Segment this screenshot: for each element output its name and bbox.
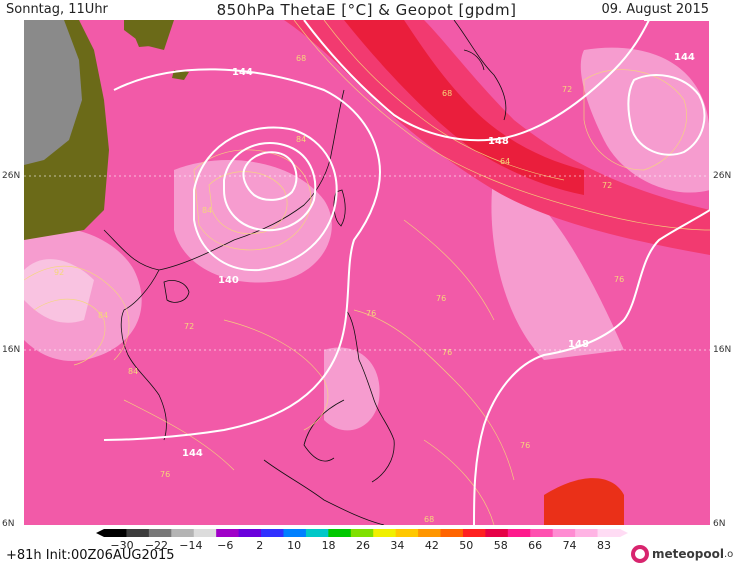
legend-tick-label: 66 xyxy=(528,539,542,552)
legend-color-swatch xyxy=(305,529,329,537)
header-title: 850hPa ThetaE [°C] & Geopot [gpdm] xyxy=(216,1,517,19)
thetae-label: 84 xyxy=(98,311,108,320)
coastlines xyxy=(103,20,507,525)
land-overlay xyxy=(24,20,189,240)
legend-color-swatch xyxy=(193,529,217,537)
legend-color-swatch xyxy=(216,529,240,537)
legend-color-swatch xyxy=(171,529,195,537)
geopotential-isohypses xyxy=(103,20,710,525)
thetae-label: 84 xyxy=(296,135,306,144)
legend-tick-label: 26 xyxy=(356,539,370,552)
thetae-label: 76 xyxy=(520,441,530,450)
legend-tick-label: −6 xyxy=(217,539,233,552)
legend-color-swatch xyxy=(462,529,486,537)
legend-color-swatch xyxy=(485,529,509,537)
isohypse-label: 144 xyxy=(674,52,695,63)
thetae-label: 64 xyxy=(500,157,510,166)
thetae-label: 72 xyxy=(184,322,194,331)
legend-color-swatch xyxy=(283,529,307,537)
legend-color-swatch xyxy=(440,529,464,537)
logo-icon xyxy=(631,545,649,563)
thetae-label: 84 xyxy=(202,206,212,215)
isohypse-labels: 144 144 148 140 148 144 xyxy=(182,52,695,459)
legend-tick-label: 42 xyxy=(425,539,439,552)
legend-color-swatch xyxy=(552,529,576,537)
legend-tick-label: 58 xyxy=(494,539,508,552)
legend-color-swatch xyxy=(104,529,127,537)
thetae-label: 68 xyxy=(442,89,452,98)
legend-color-swatch xyxy=(418,529,442,537)
init-time: +81h Init:00Z06AUG2015 xyxy=(6,548,175,563)
thetae-labels: 68 68 64 72 72 84 84 92 84 72 84 76 76 7… xyxy=(54,54,624,524)
header-date: 09. August 2015 xyxy=(601,2,709,17)
thetae-label: 76 xyxy=(160,470,170,479)
legend-tick-label: 74 xyxy=(563,539,577,552)
isohypse-label: 144 xyxy=(232,67,253,78)
thetae-label: 76 xyxy=(436,294,446,303)
legend-tick-labels: −30 −22 −14 −6 2 10 18 26 34 42 50 58 66 74 83 xyxy=(110,539,611,552)
latitude-lines xyxy=(24,175,710,351)
thetae-label: 84 xyxy=(128,367,138,376)
isohypse-label: 144 xyxy=(182,448,203,459)
latitude-label-left: 26N xyxy=(2,171,21,181)
isohypse-label: 148 xyxy=(488,136,509,147)
legend-tick-label: −30 xyxy=(110,539,133,552)
logo-text: meteopool xyxy=(652,547,724,561)
legend-tick-label: −14 xyxy=(179,539,202,552)
legend-tick-label: 2 xyxy=(256,539,263,552)
legend-color-swatch xyxy=(328,529,352,537)
latitude-label-right: 6N xyxy=(713,519,726,529)
legend-color-swatch xyxy=(373,529,397,537)
pale-pink-regions xyxy=(24,47,710,431)
legend-tick-label: 83 xyxy=(597,539,611,552)
legend-tick-label: 18 xyxy=(322,539,336,552)
legend-color-swatch xyxy=(261,529,284,537)
legend-color-swatch xyxy=(148,529,172,537)
legend-tick-label: 34 xyxy=(390,539,404,552)
thetae-label: 72 xyxy=(562,85,572,94)
thetae-label: 92 xyxy=(54,268,64,277)
header-valid-time: Sonntag, 11Uhr xyxy=(6,2,108,17)
legend-color-swatch xyxy=(507,529,531,537)
latitude-label-right: 16N xyxy=(713,345,732,355)
legend-color-swatch xyxy=(395,529,419,537)
legend-tick-label: 50 xyxy=(459,539,473,552)
legend-arrow-right xyxy=(620,529,628,537)
thetae-label: 72 xyxy=(602,181,612,190)
meteopool-logo: meteopool .org xyxy=(631,545,733,563)
legend-color-swatch xyxy=(597,529,621,537)
thetae-label: 68 xyxy=(424,515,434,524)
legend-color-swatch xyxy=(238,529,262,537)
legend-color-bar xyxy=(96,529,628,537)
weather-map: 144 144 148 140 148 144 68 68 64 72 72 8… xyxy=(24,20,710,525)
legend-color-swatch xyxy=(126,529,150,537)
latitude-label-left: 6N xyxy=(2,519,15,529)
logo-tld: .org xyxy=(723,548,733,560)
thetae-label: 76 xyxy=(366,309,376,318)
legend-arrow-left xyxy=(96,529,104,537)
thetae-label: 76 xyxy=(442,348,452,357)
latitude-label-left: 16N xyxy=(2,345,21,355)
thetae-label: 76 xyxy=(614,275,624,284)
legend-color-swatch xyxy=(575,529,599,537)
color-legend: −30 −22 −14 −6 2 10 18 26 34 42 50 58 66 74 83 xyxy=(96,529,628,552)
isohypse-label: 148 xyxy=(568,339,589,350)
legend-color-swatch xyxy=(350,529,374,537)
isohypse-label: 140 xyxy=(218,275,239,286)
warm-thetae-band xyxy=(284,20,710,525)
latitude-label-right: 26N xyxy=(713,171,732,181)
legend-tick-label: 10 xyxy=(287,539,301,552)
legend-tick-label: −22 xyxy=(145,539,168,552)
thetae-label: 68 xyxy=(296,54,306,63)
legend-color-swatch xyxy=(530,529,554,537)
